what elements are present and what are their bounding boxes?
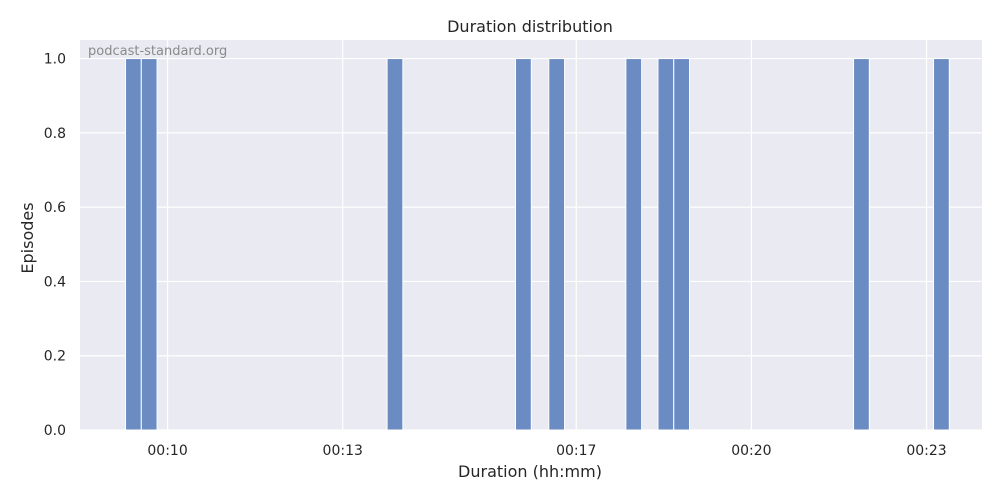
x-tick-label: 00:10 [147, 443, 187, 459]
histogram-bar [548, 58, 566, 431]
histogram-bar [657, 58, 675, 431]
x-axis-ticks: 00:10 00:13 00:17 00:20 00:23 [147, 443, 946, 459]
y-tick-label: 0.4 [44, 274, 66, 290]
x-tick-label: 00:13 [323, 443, 363, 459]
histogram-bar [933, 58, 950, 431]
chart-title: Duration distribution [447, 17, 613, 36]
x-tick-label: 00:23 [906, 443, 946, 459]
histogram-bar [673, 58, 691, 431]
histogram-bar [515, 58, 532, 431]
histogram-bar [125, 58, 142, 431]
histogram-bar [853, 58, 870, 431]
bars [125, 58, 950, 431]
y-tick-label: 0.0 [44, 423, 66, 439]
x-tick-label: 00:17 [556, 443, 596, 459]
x-axis-title: Duration (hh:mm) [458, 462, 602, 481]
y-tick-label: 0.8 [44, 126, 66, 142]
x-tick-label: 00:20 [731, 443, 771, 459]
y-tick-label: 0.6 [44, 200, 66, 216]
histogram-bar [140, 58, 158, 431]
watermark-text: podcast-standard.org [88, 44, 227, 59]
histogram-bar [625, 58, 643, 431]
y-axis-ticks: 0.0 0.2 0.4 0.6 0.8 1.0 [44, 52, 66, 439]
y-axis-title: Episodes [18, 202, 37, 273]
y-tick-label: 0.2 [44, 349, 66, 365]
y-tick-label: 1.0 [44, 52, 66, 68]
histogram-bar [386, 58, 404, 431]
